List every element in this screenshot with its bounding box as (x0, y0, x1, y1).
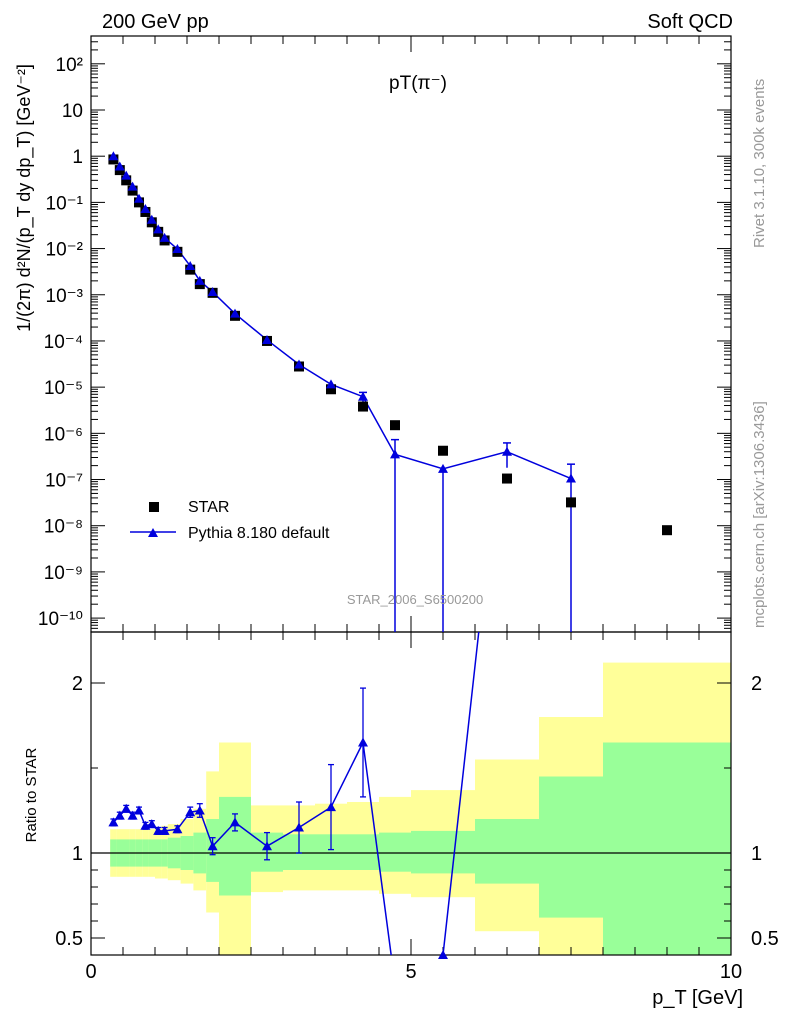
ratio-y-tick-label-right: 2 (751, 673, 762, 695)
main-y-axis-label: 1/(2π) d²N/(p_T dy dp_T) [GeV⁻²] (14, 64, 35, 332)
pythia-data-point (134, 193, 144, 203)
pythia-ratio-point (146, 819, 157, 829)
pythia-ratio-point (207, 841, 218, 851)
star-data-point (390, 420, 400, 431)
pythia-data-point (566, 473, 576, 483)
pythia-ratio-point (114, 810, 125, 820)
pythia-ratio-point (127, 810, 138, 820)
ratio-inner-band (347, 834, 379, 870)
ratio-x-tick-label: 10 (720, 961, 742, 983)
main-y-tick-label: 10⁻⁸ (44, 517, 83, 538)
pythia-ratio-point (185, 807, 196, 817)
pythia-ratio-point (294, 822, 304, 832)
pythia-data-point (140, 203, 151, 213)
header-right-label: Soft QCD (647, 11, 733, 33)
ratio-y-axis-label: Ratio to STAR (23, 747, 40, 842)
main-y-tick-label: 10² (56, 55, 83, 76)
ratio-inner-band (539, 776, 603, 918)
pythia-data-point (326, 379, 336, 389)
pythia-ratio-point (438, 950, 448, 959)
analysis-watermark: STAR_2006_S6500200 (347, 592, 483, 607)
pythia-ratio-point (159, 825, 170, 835)
pythia-data-point (114, 161, 125, 171)
pythia-data-point (262, 334, 272, 344)
x-axis-label: p_T [GeV] (652, 987, 743, 1009)
ratio-y-tick-label: 1 (72, 843, 83, 865)
pythia-data-point (502, 446, 512, 456)
pythia-data-point (438, 463, 448, 473)
pythia-ratio-point (172, 824, 183, 834)
ratio-x-tick-label: 0 (85, 961, 96, 983)
star-data-point (662, 525, 672, 536)
pythia-data-point (294, 359, 304, 369)
pythia-data-point (207, 286, 218, 296)
star-data-point (127, 185, 138, 196)
pythia-ratio-point (230, 817, 240, 827)
star-data-point (502, 473, 512, 484)
legend-star-marker (149, 502, 159, 512)
pythia-data-point (390, 449, 400, 459)
pythia-data-point (230, 308, 240, 318)
ratio-inner-band (475, 819, 539, 884)
ratio-y-tick-label-right: 1 (751, 843, 762, 865)
legend-pythia-marker (148, 528, 158, 537)
ratio-inner-band (379, 832, 411, 872)
ratio-inner-band (603, 742, 731, 955)
pythia-data-point (159, 232, 170, 242)
main-y-tick-label: 10⁻⁴ (44, 332, 83, 353)
main-y-tick-label: 10⁻⁹ (44, 563, 83, 584)
pythia-data-point (121, 170, 132, 180)
star-data-point (121, 175, 132, 186)
pythia-ratio-point (108, 817, 119, 827)
pythia-ratio-point (121, 803, 132, 813)
ratio-y-tick-label: 0.5 (55, 928, 83, 950)
ratio-x-tick-label: 5 (405, 961, 416, 983)
main-y-tick-label: 10⁻⁶ (44, 424, 83, 445)
header-left-label: 200 GeV pp (102, 11, 209, 33)
pythia-data-point (185, 260, 196, 270)
legend-pythia-label: Pythia 8.180 default (188, 525, 330, 542)
pythia-data-point (153, 224, 164, 234)
pythia-main-line (112, 155, 572, 480)
legend-star-label: STAR (188, 499, 229, 516)
star-data-point (358, 401, 368, 412)
plot-title: pT(π⁻) (389, 73, 447, 94)
star-data-point (438, 445, 448, 456)
pythia-ratio-point (358, 737, 368, 747)
ratio-y-tick-label-right: 0.5 (751, 928, 779, 950)
ratio-inner-band (411, 830, 475, 874)
main-y-tick-label: 10⁻⁷ (45, 471, 83, 492)
ratio-inner-band (219, 796, 251, 896)
main-plot-frame (90, 35, 732, 633)
ratio-y-tick-label: 2 (72, 673, 83, 695)
pythia-ratio-point (262, 841, 272, 851)
main-y-tick-label: 1 (72, 147, 83, 168)
star-data-point (566, 497, 576, 508)
ratio-uncertainty-bands (110, 662, 731, 955)
main-y-tick-label: 10⁻² (46, 240, 84, 261)
pythia-data-point (108, 151, 119, 161)
star-data-point (326, 384, 336, 395)
main-y-tick-label: 10 (62, 101, 83, 122)
main-y-tick-label: 10⁻¹ (46, 193, 84, 214)
main-y-tick-label: 10⁻³ (46, 286, 84, 307)
pythia-data-point (127, 181, 138, 191)
pythia-data-point (194, 275, 205, 285)
rivet-version-label: Rivet 3.1.10, 300k events (751, 79, 768, 248)
pythia-data-point (146, 214, 157, 224)
pythia-ratio-point (326, 802, 336, 812)
legend: STAR Pythia 8.180 default (130, 499, 330, 542)
main-y-tick-label: 10⁻¹⁰ (38, 609, 83, 630)
main-y-tick-label: 10⁻⁵ (44, 378, 83, 399)
pythia-ratio-point (194, 805, 205, 815)
mcplots-label: mcplots.cern.ch [arXiv:1306.3436] (751, 401, 768, 628)
pythia-data-point (172, 243, 183, 253)
pythia-ratio-point (134, 805, 144, 815)
pythia-data-point (358, 391, 368, 401)
pythia-ratio-point (153, 825, 164, 835)
